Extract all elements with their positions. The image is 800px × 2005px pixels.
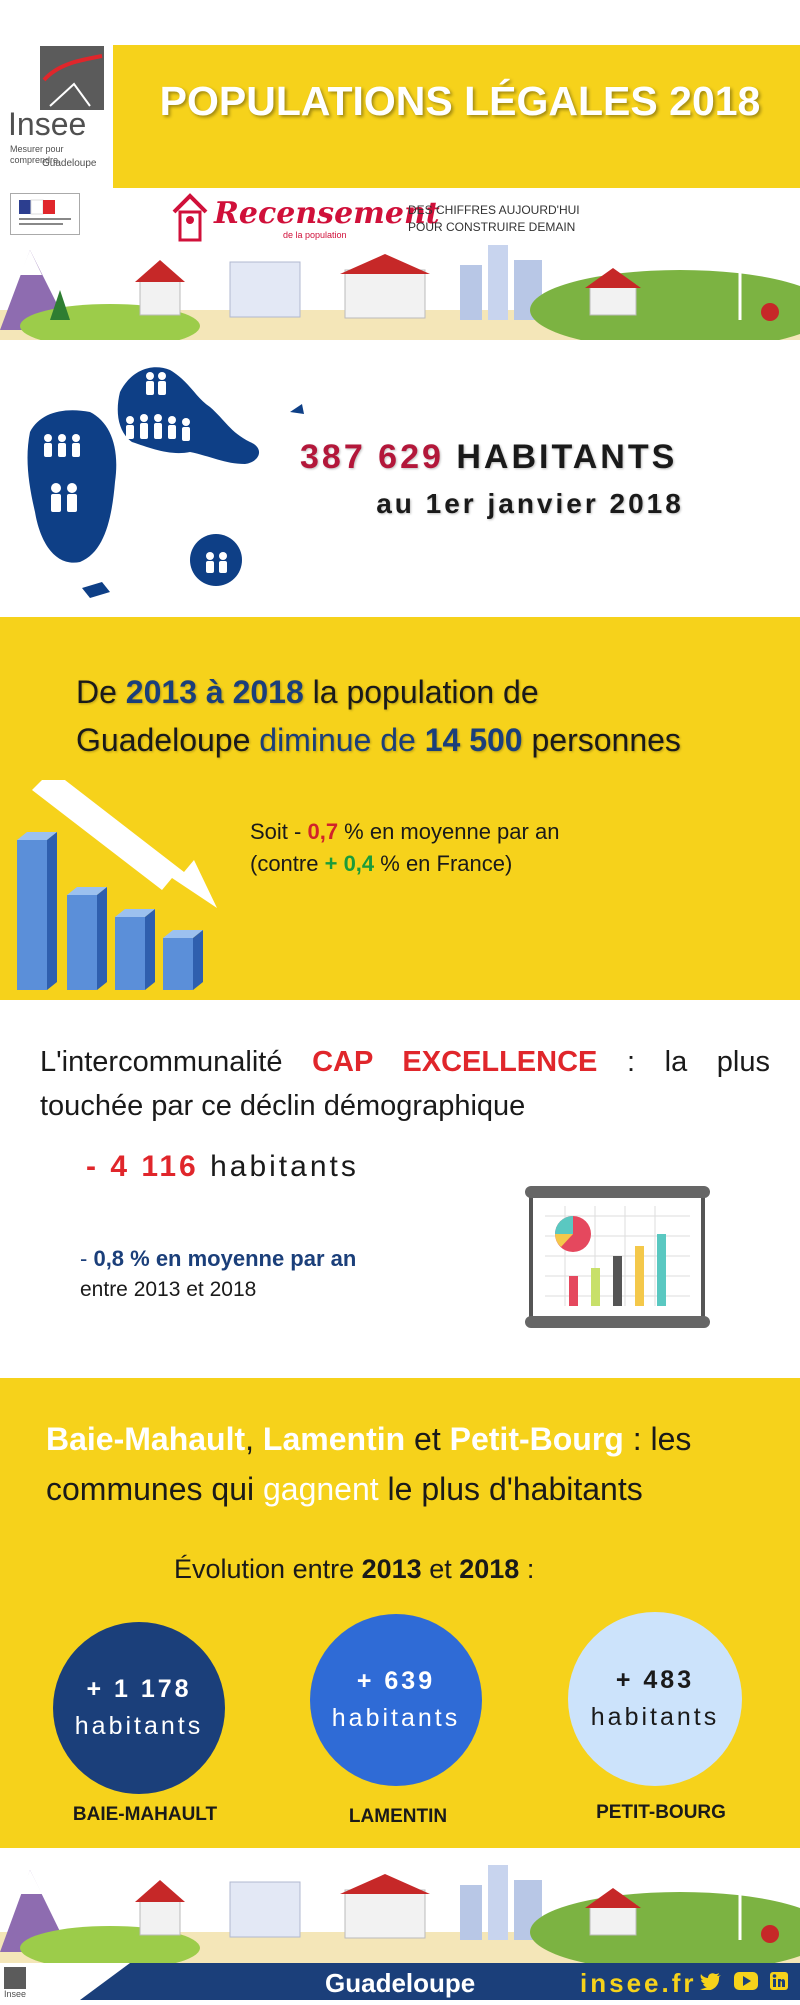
republique-logo <box>10 193 80 235</box>
communes-tail: le plus d'habitants <box>378 1471 643 1507</box>
france-sign: + <box>324 851 344 876</box>
evolution-rate-line: Soit - 0,7 % en moyenne par an <box>250 816 670 848</box>
evol-year-end: 2018 <box>459 1554 520 1584</box>
town-illustration <box>0 245 800 340</box>
footer-logo-icon: Insee <box>4 1963 130 2000</box>
evolution-period-heading: Évolution entre 2013 et 2018 : <box>174 1554 594 1585</box>
insee-logo-mark <box>40 46 104 110</box>
commune-circle-lamentin: + 639 habitants <box>310 1614 482 1786</box>
evolution-prefix: De <box>76 674 126 710</box>
header-band <box>0 45 800 188</box>
marianne-icon <box>19 199 71 225</box>
evolution-territory: Guadeloupe <box>76 722 251 758</box>
france-rate-value: 0,4 <box>343 851 375 876</box>
commune-name-2: Lamentin <box>262 1421 406 1457</box>
evol-suffix: : <box>519 1554 535 1584</box>
france-rate-line: (contre + 0,4 % en France) <box>250 848 670 880</box>
interco-suffix: : la plus touchée par ce déclin démograp… <box>40 1046 771 1122</box>
town-illustration-footer <box>0 1865 800 1963</box>
census-house-icon <box>172 193 208 242</box>
declining-bars-icon <box>17 780 217 990</box>
soit-prefix: Soit - <box>250 819 308 844</box>
evol-mid: et <box>421 1554 460 1584</box>
evolution-amount: 14 500 <box>424 722 523 758</box>
commune-name-1: Baie-Mahault <box>46 1421 246 1457</box>
footer-link-insee[interactable]: insee.fr <box>580 1968 697 1998</box>
commune-label: BAIE-MAHAULT <box>72 1804 218 1825</box>
interco-headline: L'intercommunalité CAP EXCELLENCE : la p… <box>40 1040 770 1128</box>
commune-label: PETIT-BOURG <box>596 1802 726 1823</box>
commune-gain-unit: habitants <box>331 1704 461 1732</box>
commune-gain-value: + 1 178 <box>86 1675 192 1703</box>
logo-swoosh-icon <box>40 46 104 110</box>
commune-circle-petit-bourg: + 483 habitants <box>568 1612 742 1786</box>
presentation-board-icon <box>525 1186 710 1328</box>
commune-name-3: Petit-Bourg <box>449 1421 624 1457</box>
communes-sep-1: , <box>245 1421 263 1457</box>
evolution-rate: Soit - 0,7 % en moyenne par an (contre +… <box>250 816 670 880</box>
guadeloupe-map <box>27 367 304 598</box>
interco-loss-unit: habitants <box>198 1150 359 1183</box>
evolution-middle: la population de <box>303 674 539 710</box>
footer-region: Guadeloupe <box>325 1968 476 1998</box>
interco-loss-number: 4 116 <box>110 1150 199 1183</box>
youtube-icon[interactable] <box>734 1972 758 1990</box>
linkedin-icon[interactable] <box>770 1972 788 1990</box>
slogan-line-2: POUR CONSTRUIRE DEMAIN <box>408 220 576 234</box>
commune-gain-unit: habitants <box>590 1703 720 1731</box>
evolution-headline: De 2013 à 2018 la population de Guadelou… <box>76 668 776 764</box>
evol-year-start: 2013 <box>361 1554 422 1584</box>
interco-prefix: L'intercommunalité <box>40 1046 313 1078</box>
census-slogan: DES CHIFFRES AUJOURD'HUI POUR CONSTRUIRE… <box>408 202 608 236</box>
population-date: au 1er janvier 2018 <box>376 488 684 519</box>
slogan-line-1: DES CHIFFRES AUJOURD'HUI <box>408 203 580 217</box>
svg-text:Insee: Insee <box>4 1989 26 1999</box>
commune-gain-value: + 483 <box>615 1666 695 1694</box>
interco-name: CAP EXCELLENCE <box>312 1046 598 1078</box>
interco-loss-sign: - <box>86 1150 111 1183</box>
communes-line-rest: : les communes qui <box>46 1421 692 1507</box>
logo-tagline: Mesurer pour comprendre <box>10 144 64 165</box>
page-title: POPULATIONS LÉGALES 2018 <box>159 78 761 124</box>
interco-rate-text: 0,8 % en moyenne par an <box>93 1246 357 1271</box>
commune-label: LAMENTIN <box>348 1806 448 1827</box>
recensement-sub: de la population <box>283 230 347 240</box>
france-suffix: % en France) <box>374 851 513 876</box>
communes-sep-2: et <box>405 1421 450 1457</box>
evolution-years: 2013 à 2018 <box>125 674 304 710</box>
logo-word: Insee <box>8 106 87 142</box>
evol-prefix: Évolution entre <box>174 1554 362 1584</box>
commune-gain-value: + 639 <box>356 1667 436 1695</box>
interco-rate-dash: - <box>80 1246 94 1271</box>
population-unit: HABITANTS <box>456 438 678 476</box>
evolution-suffix: personnes <box>522 722 681 758</box>
commune-gain-unit: habitants <box>74 1712 204 1740</box>
logo-region: Guadeloupe <box>42 158 97 169</box>
footer-insee-logo[interactable]: Insee <box>0 1963 130 2000</box>
footer-bar <box>0 1963 800 2000</box>
evolution-rate-suffix: % en moyenne par an <box>338 819 560 844</box>
interco-period: entre 2013 et 2018 <box>80 1278 257 1301</box>
population-total: 387 629 HABITANTS <box>300 438 760 477</box>
twitter-icon[interactable] <box>700 1972 722 1990</box>
communes-gain-word: gagnent <box>262 1471 379 1507</box>
communes-headline: Baie-Mahault, Lamentin et Petit-Bourg : … <box>46 1414 766 1514</box>
interco-loss: - 4 116 habitants <box>86 1150 359 1184</box>
population-number: 387 629 <box>300 438 444 476</box>
evolution-verb: diminue de <box>250 722 425 758</box>
recensement-logo: Recensement <box>214 196 440 231</box>
interco-rate: - 0,8 % en moyenne par an <box>80 1246 356 1272</box>
france-prefix: (contre <box>250 851 325 876</box>
evolution-rate-value: 0,7 <box>307 819 339 844</box>
commune-circle-baie-mahault: + 1 178 habitants <box>53 1622 225 1794</box>
